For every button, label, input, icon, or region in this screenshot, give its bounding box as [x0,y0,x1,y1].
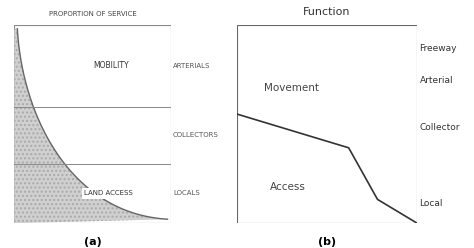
Text: MOBILITY: MOBILITY [93,62,129,70]
Text: LOCALS: LOCALS [173,190,200,196]
Text: Function: Function [303,7,351,17]
Text: Arterial: Arterial [419,76,453,85]
Text: (a): (a) [83,237,101,247]
Text: Collector: Collector [419,124,460,132]
Text: PROPORTION OF SERVICE: PROPORTION OF SERVICE [48,11,137,17]
Text: Freeway: Freeway [419,44,457,53]
Text: Movement: Movement [264,83,319,93]
Text: COLLECTORS: COLLECTORS [173,132,219,138]
Text: Access: Access [270,183,305,192]
Text: (b): (b) [318,237,336,247]
Text: ARTERIALS: ARTERIALS [173,63,210,69]
Polygon shape [14,29,167,223]
Text: Local: Local [419,199,443,208]
Text: LAND ACCESS: LAND ACCESS [84,190,132,196]
